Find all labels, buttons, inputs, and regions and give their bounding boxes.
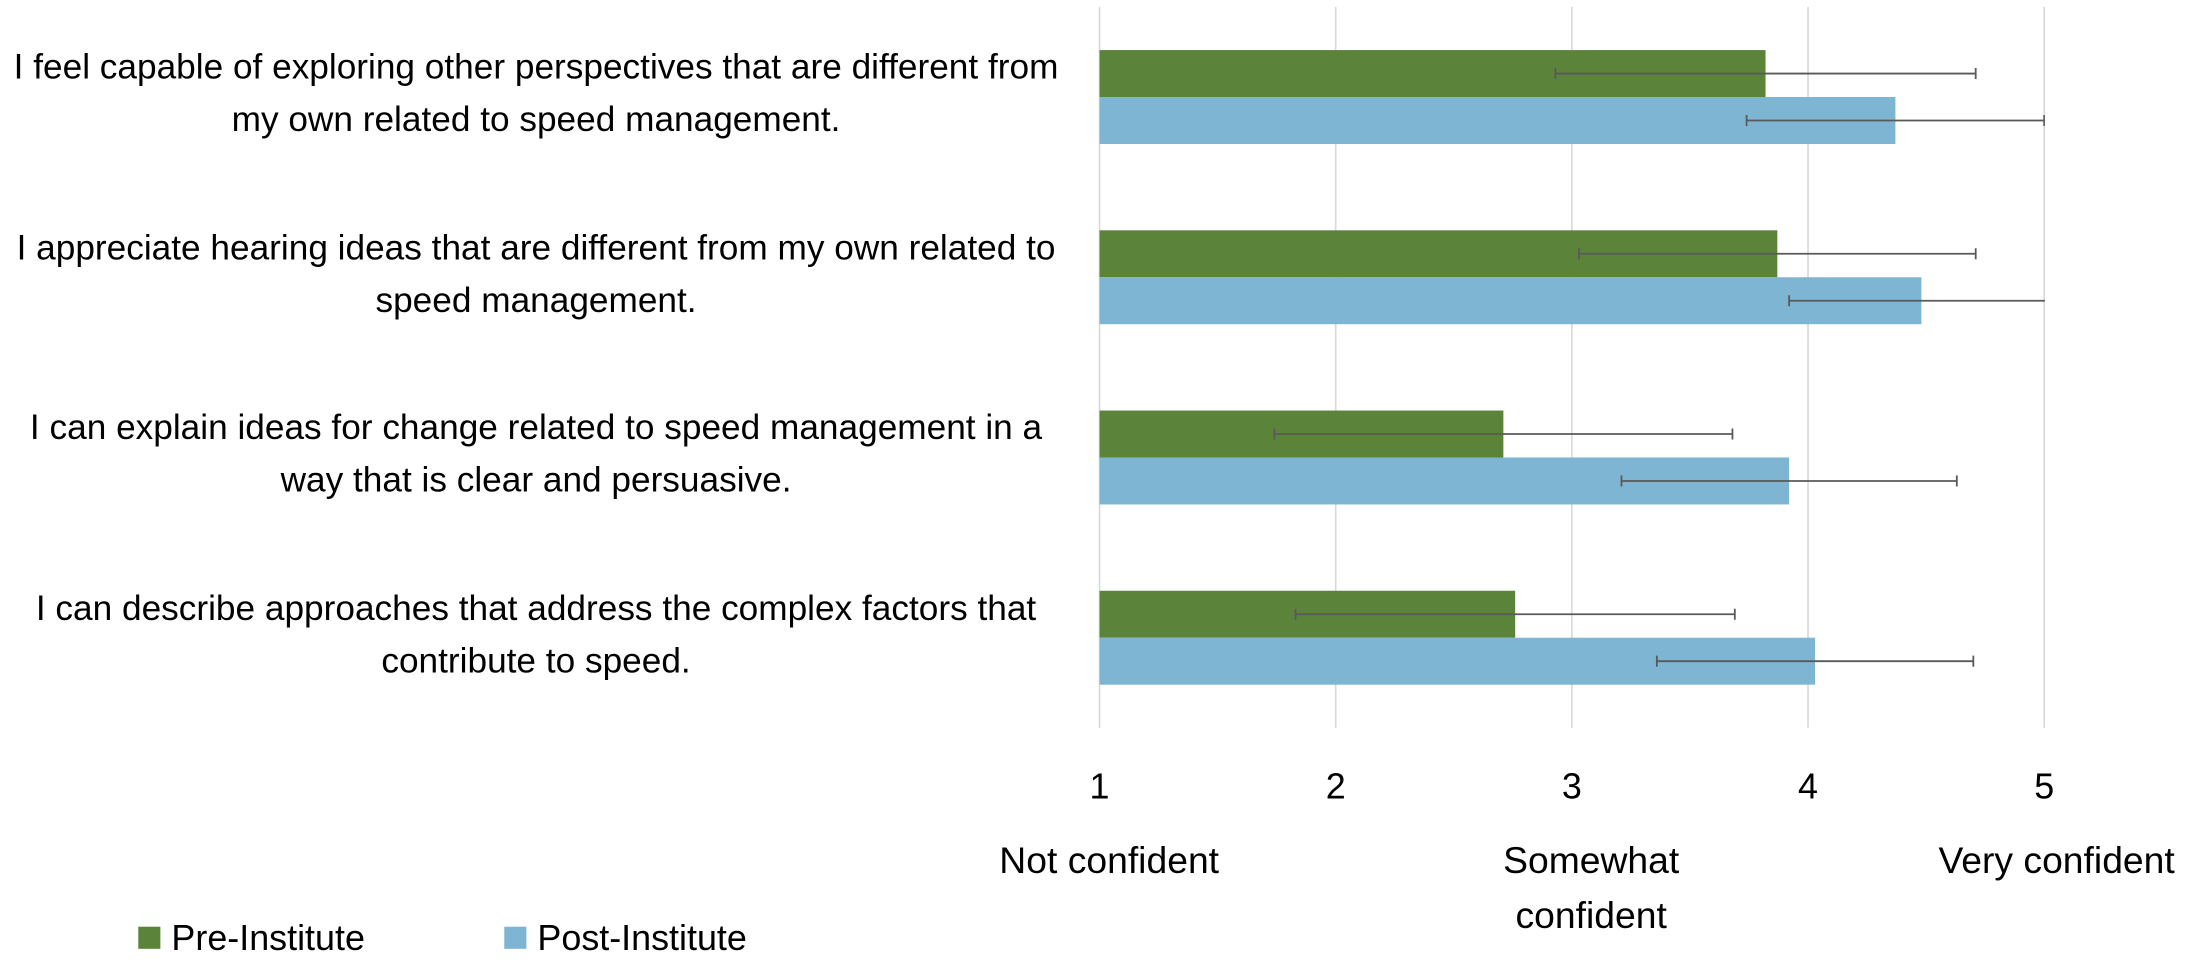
legend-label: Pre-Institute (171, 918, 364, 958)
plot-area (1099, 50, 1922, 685)
legend-swatch (504, 926, 527, 949)
category-label: I can explain ideas for change related t… (29, 409, 1043, 501)
scale-label-box: Somewhat confident (1503, 839, 1680, 937)
category-label-box: I can explain ideas for change related t… (29, 409, 1043, 501)
x-tick-label: 3 (1562, 766, 1582, 806)
legend-swatch (138, 926, 161, 949)
error-bar (1273, 428, 1734, 440)
x-tick-label: 2 (1326, 766, 1346, 806)
error-bar (1294, 608, 1736, 620)
error-bar (1554, 68, 1977, 80)
scale-label: Very confident (1938, 839, 2175, 882)
error-bars (1273, 68, 2045, 667)
scale-label: Somewhat confident (1503, 839, 1680, 937)
legend-label: Post-Institute (537, 918, 746, 958)
category-label-box: I appreciate hearing ideas that are diff… (16, 228, 1056, 321)
bar (1099, 277, 1922, 325)
scale-label-box: Not confident (999, 839, 1220, 882)
error-bar (1788, 295, 2045, 307)
error-bar (1578, 248, 1977, 260)
category-label-box: I can describe approaches that address t… (35, 589, 1037, 681)
error-bar (1655, 655, 1975, 667)
category-label: I can describe approaches that address t… (35, 589, 1037, 681)
x-tick-label: 1 (1090, 766, 1110, 806)
error-bar (1620, 475, 1958, 487)
category-label: I appreciate hearing ideas that are diff… (16, 228, 1056, 321)
x-tick-label: 4 (1798, 766, 1818, 806)
category-label-box: I feel capable of exploring other perspe… (13, 48, 1059, 140)
error-bar (1745, 114, 2045, 127)
category-label: I feel capable of exploring other perspe… (13, 48, 1059, 140)
x-tick-label: 5 (2034, 766, 2054, 806)
scale-label: Not confident (999, 839, 1220, 882)
scale-label-box: Very confident (1938, 839, 2175, 882)
